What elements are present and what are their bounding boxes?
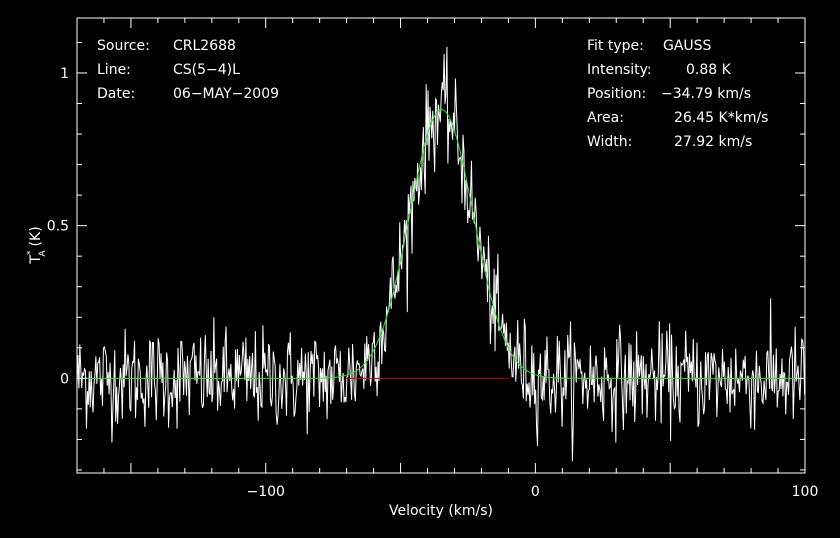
plot-area	[76, 46, 806, 462]
fit-type-label: Fit type:	[587, 38, 644, 54]
y-axis-label-sup: *	[26, 250, 36, 255]
axis-tick-labels: −100 0 100 0 0.5 1	[47, 66, 819, 500]
y-tick-label: 1	[60, 66, 69, 82]
fit-width-value: 27.92 km/s	[674, 134, 752, 150]
y-axis-label-unit: (K)	[28, 226, 44, 246]
spectrum-series	[76, 46, 806, 462]
fit-area-value: 26.45 K*km/s	[674, 110, 768, 126]
info-date-label: Date:	[97, 86, 135, 102]
fit-position-value: −34.79 km/s	[661, 86, 751, 102]
y-tick-label: 0.5	[47, 219, 69, 235]
x-axis-label: Velocity (km/s)	[389, 503, 493, 519]
y-axis-label-sub: A	[38, 250, 48, 257]
fit-width-label: Width:	[587, 134, 632, 150]
info-right: Fit type: GAUSS Intensity: 0.88 K Positi…	[587, 38, 768, 150]
x-tick-label: 100	[792, 484, 819, 500]
info-source-value: CRL2688	[173, 38, 236, 54]
plot-frame	[76, 17, 806, 474]
fit-intensity-label: Intensity:	[587, 62, 652, 78]
fit-area-label: Area:	[587, 110, 624, 126]
info-left: Source: CRL2688 Line: CS(5−4)L Date: 06−…	[97, 38, 279, 102]
svg-text:T*A(K): T* A (K)	[26, 226, 48, 264]
info-line-label: Line:	[97, 62, 131, 78]
y-tick-label: 0	[60, 371, 69, 387]
fit-intensity-value: 0.88 K	[686, 62, 732, 78]
gaussian-fit-curve	[77, 109, 805, 379]
axis-ticks	[76, 18, 806, 473]
x-tick-label: −100	[247, 484, 285, 500]
x-tick-label: 0	[531, 484, 540, 500]
info-source-label: Source:	[97, 38, 150, 54]
y-axis-label: T* A (K)	[26, 226, 48, 264]
fit-type-value: GAUSS	[663, 38, 712, 54]
info-date-value: 06−MAY−2009	[173, 86, 279, 102]
info-line-value: CS(5−4)L	[173, 62, 240, 78]
fit-position-label: Position:	[587, 86, 646, 102]
y-axis-label-main: T	[28, 255, 44, 265]
